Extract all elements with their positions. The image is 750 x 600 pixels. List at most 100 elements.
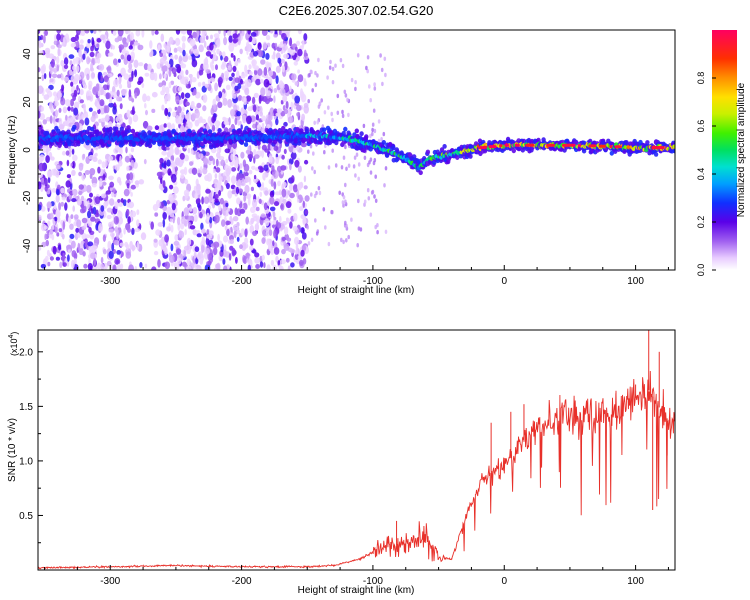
noise-cell xyxy=(182,42,186,50)
noise-cell xyxy=(108,155,114,161)
noise-cell xyxy=(330,111,334,117)
noise-cell xyxy=(49,115,53,124)
noise-cell xyxy=(41,74,45,82)
noise-cell xyxy=(141,30,145,38)
snr-scale-prefix: (x10 xyxy=(9,338,19,356)
noise-cell xyxy=(230,53,234,58)
noise-cell xyxy=(84,239,88,248)
noise-cell xyxy=(157,222,163,227)
noise-cell xyxy=(249,245,254,251)
noise-cell xyxy=(164,261,171,270)
noise-cell xyxy=(154,30,159,35)
noise-cell xyxy=(236,236,240,242)
noise-cell xyxy=(255,78,261,86)
noise-cell xyxy=(216,48,220,55)
noise-cell xyxy=(206,234,213,240)
noise-cell xyxy=(201,31,204,39)
noise-cell xyxy=(304,210,309,215)
noise-cell xyxy=(234,117,238,126)
noise-cell xyxy=(281,236,286,242)
ridge-halo-cell xyxy=(171,128,176,134)
noise-cell xyxy=(168,69,172,77)
noise-cell xyxy=(287,208,292,214)
noise-cell xyxy=(102,248,107,255)
noise-cell xyxy=(313,193,317,199)
noise-cell xyxy=(78,44,84,50)
noise-cell xyxy=(96,38,102,43)
noise-cell xyxy=(98,30,102,33)
noise-cell xyxy=(243,195,247,202)
noise-cell xyxy=(331,80,335,85)
noise-cell xyxy=(196,264,202,270)
noise-cell xyxy=(173,261,177,269)
colorbar-gradient xyxy=(712,30,737,270)
noise-cell xyxy=(233,104,238,111)
noise-cell xyxy=(294,236,299,245)
noise-cell xyxy=(260,87,266,97)
noise-cell xyxy=(177,116,184,125)
snr-x-tick-label: -200 xyxy=(232,576,252,587)
noise-cell xyxy=(245,149,250,154)
noise-cell xyxy=(97,159,103,165)
noise-cell xyxy=(289,221,293,229)
colorbar-tick-label: 0.8 xyxy=(696,72,706,85)
spectrogram-x-tick-label: 0 xyxy=(501,276,507,287)
noise-cell xyxy=(168,254,175,263)
noise-cell xyxy=(54,96,58,103)
noise-cell xyxy=(239,244,243,250)
noise-cell xyxy=(218,190,222,196)
noise-cell xyxy=(369,170,373,175)
noise-cell xyxy=(94,196,101,205)
noise-cell xyxy=(287,116,294,124)
noise-cell xyxy=(187,147,191,154)
noise-cell xyxy=(384,72,387,78)
ridge-halo-cell xyxy=(199,127,204,132)
noise-cell xyxy=(67,254,70,262)
noise-cell xyxy=(309,69,313,74)
noise-cell xyxy=(300,93,307,103)
noise-cell xyxy=(371,131,374,137)
noise-cell xyxy=(372,108,376,113)
noise-cell xyxy=(124,241,129,248)
noise-cell xyxy=(345,238,348,243)
noise-cell xyxy=(182,76,188,86)
noise-cell xyxy=(240,124,243,130)
noise-cell xyxy=(138,62,144,67)
noise-cell xyxy=(253,174,257,180)
noise-cell xyxy=(191,77,197,83)
noise-cell xyxy=(96,43,100,48)
noise-cell xyxy=(75,40,80,49)
noise-cell xyxy=(176,65,182,74)
noise-cell xyxy=(216,152,221,159)
noise-cell xyxy=(82,251,86,257)
noise-cell xyxy=(163,169,167,175)
noise-cell xyxy=(341,63,345,69)
noise-cell xyxy=(40,65,45,75)
noise-cell xyxy=(308,72,311,78)
noise-cell xyxy=(271,165,275,173)
noise-cell xyxy=(259,261,264,268)
noise-cell xyxy=(264,218,270,227)
noise-cell xyxy=(298,206,304,211)
noise-cell xyxy=(188,73,193,79)
noise-cell xyxy=(114,164,120,172)
noise-cell xyxy=(296,198,300,203)
noise-cell xyxy=(184,113,190,120)
noise-cell xyxy=(130,184,136,190)
noise-cell xyxy=(53,209,57,215)
noise-cell xyxy=(232,149,237,156)
noise-cell xyxy=(91,37,95,46)
noise-cell xyxy=(92,206,97,215)
noise-cell xyxy=(251,37,257,45)
noise-cell xyxy=(137,80,142,85)
spectrogram-x-tick-label: -200 xyxy=(232,276,252,287)
noise-cell xyxy=(131,106,135,116)
noise-cell xyxy=(65,114,68,121)
ridge-halo-cell xyxy=(180,132,186,137)
noise-cell xyxy=(63,57,69,66)
noise-cell xyxy=(272,211,276,218)
noise-cell xyxy=(240,78,243,85)
noise-cell xyxy=(310,192,313,197)
noise-cell xyxy=(66,174,71,179)
noise-cell xyxy=(302,200,305,209)
